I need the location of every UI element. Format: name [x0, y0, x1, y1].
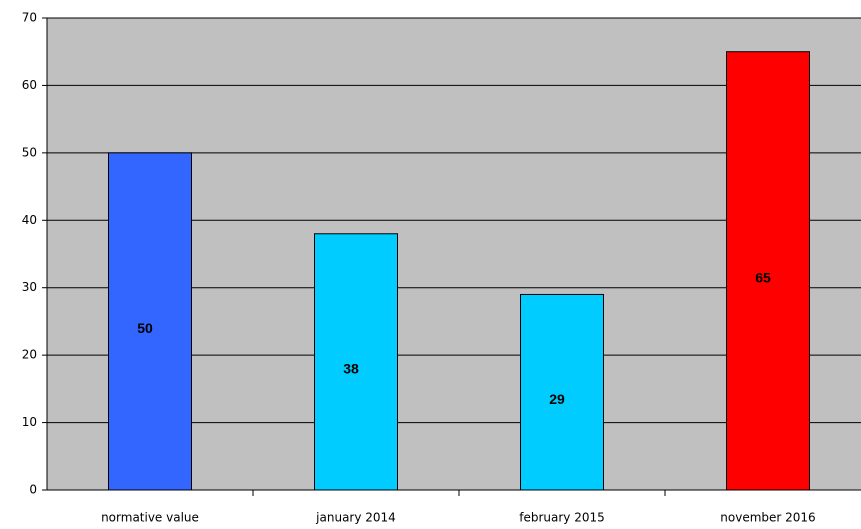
y-tick-label: 60 [22, 78, 37, 92]
x-tick-label: february 2015 [519, 511, 605, 525]
y-tick-label: 40 [22, 213, 37, 227]
bar [108, 152, 192, 491]
x-tick-label: normative value [101, 511, 199, 525]
x-tick-label: january 2014 [315, 511, 396, 525]
value-label: 29 [549, 391, 565, 407]
y-tick-label: 30 [22, 280, 37, 294]
y-tick-label: 20 [22, 348, 37, 362]
value-label: 50 [137, 320, 153, 336]
bar [314, 233, 398, 491]
y-tick-label: 10 [22, 415, 37, 429]
value-label: 65 [755, 270, 771, 286]
y-tick-label: 0 [29, 483, 37, 497]
bar [726, 51, 810, 491]
bar [520, 293, 604, 491]
y-tick-label: 50 [22, 145, 37, 159]
x-tick-label: november 2016 [720, 511, 815, 525]
value-label: 38 [343, 361, 359, 377]
y-tick-label: 70 [22, 11, 37, 25]
